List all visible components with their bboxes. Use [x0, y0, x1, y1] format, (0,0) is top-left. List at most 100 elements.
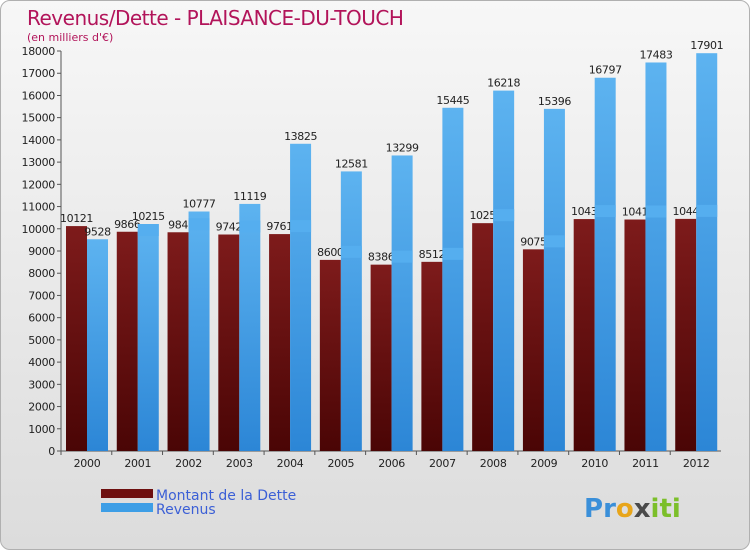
y-tick-label: 3000 — [28, 378, 55, 391]
bar-dette — [319, 259, 341, 451]
axes: 0 1000 2000 3000 4000 5000 6000 7000 8000 9000 100… — [22, 45, 721, 470]
x-tick-label: 2000 — [74, 457, 101, 470]
x-tick-label: 2004 — [277, 457, 304, 470]
x-tick-label: 2011 — [632, 457, 659, 470]
data-label-revenus: 13299 — [386, 141, 419, 154]
legend-swatch-debt — [101, 489, 153, 498]
bar-revenus — [442, 107, 464, 452]
data-label-dette: 8512 — [419, 248, 445, 261]
chart-title: Revenus/Dette - PLAISANCE-DU-TOUCH — [27, 6, 403, 30]
x-tick-label: 2009 — [531, 457, 558, 470]
x-tick-label: 2003 — [226, 457, 253, 470]
y-tick-label: 10000 — [22, 223, 56, 236]
bar-revenus — [137, 224, 159, 451]
bar-dette — [675, 218, 697, 451]
bar-revenus — [340, 171, 362, 451]
data-label-dette: 1041 — [622, 206, 648, 219]
bar-dette — [421, 261, 443, 451]
x-tick-label: 2005 — [327, 457, 354, 470]
data-label-revenus: 16218 — [487, 77, 520, 90]
bar-revenus-overlap — [442, 247, 464, 260]
bar-revenus-overlap — [188, 218, 210, 231]
bar-revenus-overlap — [493, 209, 515, 222]
bar-revenus — [594, 77, 616, 451]
bar-revenus-overlap — [391, 250, 413, 263]
legend-swatch-revenus — [101, 503, 153, 512]
x-tick-label: 2010 — [581, 457, 608, 470]
y-tick-label: 12000 — [22, 178, 56, 191]
y-tick-label: 13000 — [22, 156, 56, 169]
chart-subtitle: (en milliers d'€) — [27, 31, 113, 44]
data-label-revenus: 15396 — [538, 95, 571, 108]
y-tick-label: 4000 — [28, 356, 55, 369]
data-label-dette: 9075 — [520, 235, 547, 248]
data-label-revenus: 13825 — [284, 130, 317, 143]
proxiti-logo: Proxiti — [584, 494, 681, 524]
bar-revenus — [696, 53, 718, 451]
y-tick-label: 6000 — [28, 312, 55, 325]
bar-revenus — [645, 62, 667, 451]
data-label-dette: 9742 — [216, 221, 242, 234]
data-label-dette: 9866 — [114, 218, 141, 231]
legend-label-revenus: Revenus — [156, 502, 216, 518]
y-tick-label: 14000 — [22, 134, 56, 147]
data-label-revenus: 17483 — [639, 48, 672, 61]
y-tick-label: 11000 — [22, 201, 56, 214]
data-label-dette: 10121 — [60, 212, 93, 225]
bar-revenus — [493, 90, 515, 451]
bar-revenus-overlap — [137, 224, 159, 236]
y-tick-label: 2000 — [28, 401, 55, 414]
data-label-revenus: 10215 — [132, 210, 165, 223]
y-tick-label: 8000 — [28, 267, 55, 280]
bar-dette — [66, 226, 87, 451]
bar-dette — [472, 223, 494, 451]
bar-dette — [218, 234, 240, 451]
bar-revenus-overlap — [645, 205, 667, 218]
y-tick-label: 15000 — [22, 112, 56, 125]
y-tick-label: 18000 — [22, 45, 56, 58]
bar-dette — [370, 264, 392, 451]
data-label-revenus: 16797 — [589, 64, 622, 77]
data-label-revenus: 11119 — [233, 190, 266, 203]
y-tick-label: 1000 — [28, 423, 55, 436]
x-tick-label: 2007 — [429, 457, 456, 470]
bar-revenus — [239, 203, 261, 451]
data-label-dette: 1025 — [469, 209, 496, 222]
bar-dette — [116, 231, 138, 451]
x-tick-label: 2008 — [480, 457, 507, 470]
x-tick-label: 2001 — [124, 457, 151, 470]
x-tick-label: 2012 — [683, 457, 710, 470]
data-label-revenus: 10777 — [183, 198, 216, 211]
y-tick-label: 5000 — [28, 334, 55, 347]
bar-dette — [573, 219, 595, 451]
data-label-revenus: 9528 — [84, 225, 111, 238]
y-tick-label: 7000 — [28, 289, 55, 302]
y-tick-label: 9000 — [28, 245, 55, 258]
x-tick-label: 2006 — [378, 457, 405, 470]
logo-text: Proxiti — [584, 494, 681, 524]
legend-label-debt: Montant de la Dette — [156, 488, 296, 504]
bar-dette — [624, 219, 646, 451]
bar-revenus-overlap — [239, 220, 261, 233]
data-label-dette: 9761 — [266, 220, 292, 233]
bar-revenus-overlap — [290, 220, 312, 233]
y-tick-label: 0 — [48, 445, 55, 458]
bar-revenus — [543, 108, 565, 451]
bar-dette — [522, 249, 544, 451]
data-label-dette: 1044 — [673, 205, 700, 218]
bar-dette — [269, 234, 291, 451]
bar-dette — [167, 232, 189, 451]
legend: Montant de la Dette Revenus — [101, 488, 296, 518]
bar-revenus-overlap — [696, 204, 718, 217]
bar-revenus-overlap — [594, 205, 616, 218]
data-label-dette: 1043 — [571, 205, 598, 218]
bar-revenus — [188, 211, 210, 451]
data-label-dette: 8600 — [317, 246, 344, 259]
data-label-revenus: 15445 — [436, 94, 469, 107]
bar-revenus-overlap — [543, 235, 565, 248]
x-tick-label: 2002 — [175, 457, 202, 470]
bar-revenus-overlap — [340, 245, 362, 258]
